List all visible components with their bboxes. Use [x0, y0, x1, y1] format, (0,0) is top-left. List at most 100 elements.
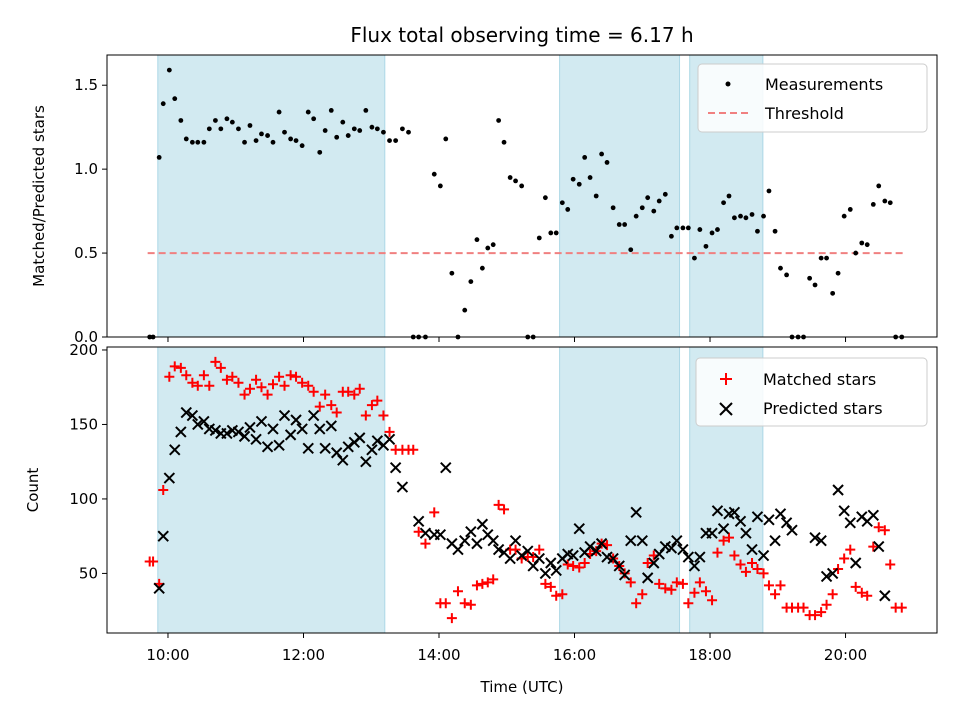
matched-stars-point [251, 374, 262, 385]
predicted-stars-point [641, 572, 654, 584]
shaded-interval-1 [559, 346, 681, 634]
shaded-interval-0 [157, 346, 386, 634]
predicted-stars-point [163, 472, 176, 484]
predicted-stars-point [440, 461, 452, 474]
measurement-point [479, 265, 485, 271]
measurement-point [738, 213, 743, 219]
predicted-stars-point [296, 423, 308, 435]
measurement-point [749, 212, 755, 217]
measurement-point [201, 139, 207, 145]
matched-stars-point [488, 574, 499, 585]
predicted-stars-point [613, 560, 625, 572]
matched-stars-point [689, 587, 700, 598]
matched-stars-point [654, 578, 665, 589]
ratio-panel-frame [106, 54, 938, 338]
predicted-stars-point [371, 435, 384, 447]
predicted-stars-point [319, 442, 331, 454]
matched-stars-point [413, 526, 424, 537]
predicted-stars-point [314, 423, 326, 435]
predicted-stars-point [471, 537, 483, 550]
matched-stars-point [839, 553, 850, 564]
measurement-point [570, 176, 576, 182]
x-tick-label: 16:00 [553, 646, 596, 664]
matched-stars-point [164, 371, 175, 382]
matched-stars-point [169, 361, 180, 372]
measurement-point [812, 282, 818, 288]
measurement-point [299, 143, 305, 149]
predicted-stars-point [734, 515, 747, 527]
matched-stars-point [440, 598, 451, 609]
measurement-point [864, 242, 870, 248]
measurement-point [224, 116, 230, 122]
predicted-stars-point [307, 409, 320, 422]
matched-stars-point [452, 586, 463, 597]
ratio-panel-y-ticks: 0.0 0.5 1.0 1.5 [74, 76, 107, 346]
measurement-point [818, 255, 824, 261]
measurement-point [218, 126, 224, 132]
matched-stars-point [896, 602, 907, 613]
measurement-point [229, 119, 235, 125]
matched-stars-point [192, 380, 203, 391]
matched-stars-point [868, 541, 879, 552]
matched-stars-point [366, 400, 377, 411]
measurement-point [474, 237, 480, 243]
matched-stars-point [827, 589, 838, 600]
measurement-point [183, 136, 189, 142]
matched-stars-point [285, 370, 296, 381]
matched-stars-point [429, 507, 440, 518]
measurement-point [253, 138, 259, 144]
matched-stars-point [291, 371, 302, 382]
measurement-point [807, 275, 813, 281]
count-panel-y-ticks: 50 100 150 200 [69, 341, 107, 582]
measurement-point [721, 200, 726, 206]
measurement-point [674, 225, 680, 231]
predicted-stars-point [665, 542, 678, 554]
measurement-point [406, 129, 411, 135]
predicted-stars-point [186, 409, 199, 422]
predicted-stars-point [192, 418, 204, 431]
predicted-stars-point [746, 543, 758, 556]
measurement-point [761, 213, 766, 219]
matched-stars-point [579, 557, 590, 568]
matched-stars-point [239, 389, 250, 400]
matched-stars-point [862, 590, 873, 601]
matched-stars-point [740, 566, 751, 577]
measurement-point [519, 183, 525, 189]
measurement-point [437, 183, 443, 189]
predicted-stars-point [573, 523, 585, 535]
matched-stars-point [873, 522, 884, 533]
predicted-stars-point [487, 534, 499, 547]
measurement-point [156, 154, 162, 160]
measurement-point [189, 139, 195, 145]
matched-stars-point [215, 362, 226, 373]
measurement-point [743, 215, 749, 221]
matched-stars-point [551, 590, 562, 601]
matched-stars-point [712, 547, 723, 558]
measurement-point [213, 118, 218, 123]
matched-stars-point [227, 371, 238, 382]
predicted-stars-point [867, 509, 880, 522]
measurement-point [270, 139, 276, 145]
predicted-stars-point [209, 424, 222, 437]
predicted-stars-point [780, 517, 793, 529]
predicted-stars-point [238, 430, 251, 443]
matched-stars-point [723, 532, 734, 543]
predicted-stars-point [476, 518, 489, 530]
measurement-point [599, 151, 605, 157]
matched-stars-point [683, 598, 694, 609]
matched-stars-point [557, 589, 568, 600]
measurement-point [548, 230, 554, 236]
matched-stars-legend-marker [720, 373, 732, 385]
predicted-stars-point [849, 557, 862, 569]
y-tick-label: 50 [79, 564, 98, 582]
measurement-point [732, 215, 737, 221]
count-panel-x-ticks: 10:00 12:00 14:00 16:00 18:00 20:00 [146, 633, 867, 664]
matched-stars-point [845, 544, 856, 555]
predicted-stars-point [769, 534, 781, 547]
measurement-point [166, 67, 172, 73]
matched-stars-point [718, 535, 729, 546]
measurement-point [882, 198, 888, 204]
x-tick-label: 20:00 [824, 646, 867, 664]
measurement-point [582, 154, 588, 160]
